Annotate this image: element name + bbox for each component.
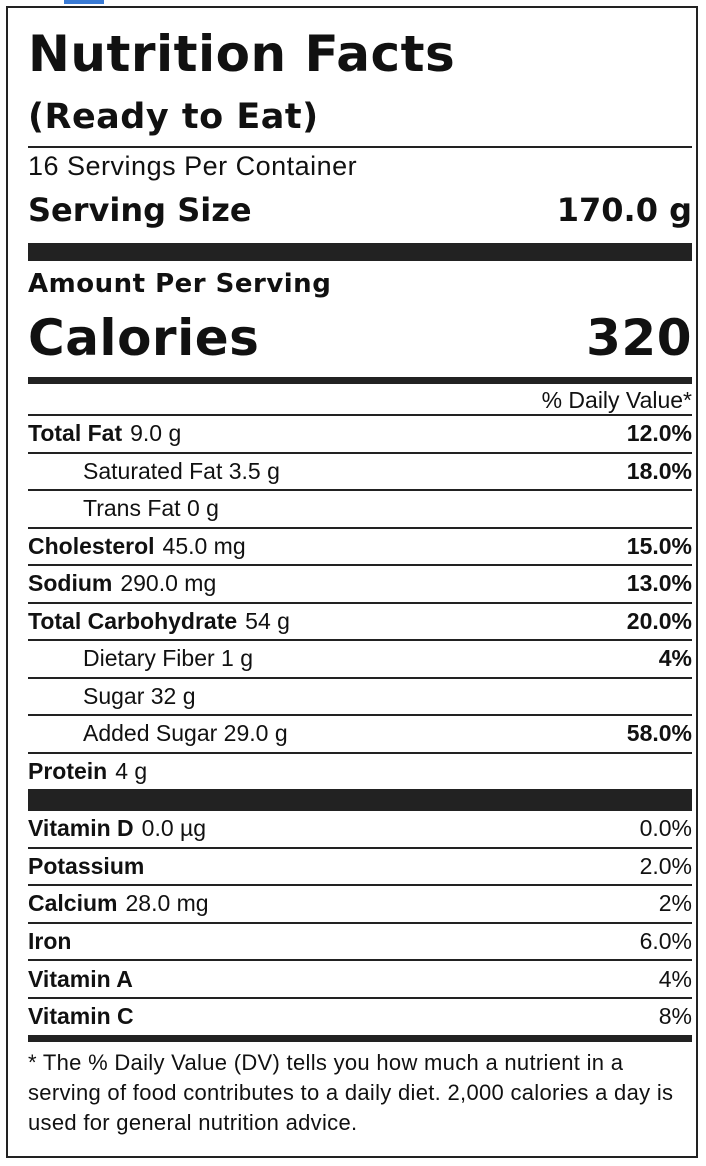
vitamin-dv: 4% — [658, 965, 692, 992]
vitamin-name: Potassium — [28, 852, 145, 879]
vitamin-name: Vitamin C — [28, 1003, 134, 1030]
vitamin-row-potassium: Potassium 2.0% — [28, 846, 692, 885]
serving-size-row: Serving Size 170.0 g — [28, 185, 692, 235]
nutrient-name: Saturated Fat 3.5 g — [83, 457, 280, 484]
calories-value: 320 — [586, 309, 692, 367]
nutrient-row-total-fat: Total Fat 9.0 g 12.0% — [28, 414, 692, 452]
nutrient-name: Cholesterol — [28, 532, 155, 559]
nutrient-dv: 13.0% — [626, 570, 692, 597]
nutrient-amount: 290.0 mg — [120, 570, 217, 597]
calories-row: Calories 320 — [28, 303, 692, 373]
nutrient-row-total-carbohydrate: Total Carbohydrate 54 g 20.0% — [28, 601, 692, 640]
nutrient-name: Dietary Fiber 1 g — [83, 645, 254, 672]
nutrition-label: Nutrition Facts (Ready to Eat) 16 Servin… — [6, 6, 698, 1158]
nutrient-amount: 54 g — [245, 607, 290, 634]
nutrient-name: Total Fat — [28, 420, 123, 447]
divider — [28, 146, 692, 148]
nutrient-dv: 58.0% — [626, 720, 692, 747]
amount-per-serving: Amount Per Serving — [28, 269, 332, 299]
vitamin-dv: 8% — [658, 1003, 692, 1030]
vitamin-name: Iron — [28, 928, 72, 955]
nutrient-row-dietary-fiber: Dietary Fiber 1 g 4% — [28, 639, 692, 677]
vitamin-row-calcium: Calcium 28.0 mg 2% — [28, 884, 692, 922]
daily-value-header: % Daily Value* — [541, 387, 692, 413]
nutrient-dv: 18.0% — [626, 457, 692, 484]
nutrient-row-saturated-fat: Saturated Fat 3.5 g 18.0% — [28, 451, 692, 490]
vitamin-name: Vitamin A — [28, 965, 133, 992]
thick-divider — [28, 789, 692, 811]
vitamin-row-vitamin-c: Vitamin C 8% — [28, 996, 692, 1035]
vitamin-dv: 6.0% — [639, 928, 692, 955]
vitamin-name: Calcium — [28, 890, 118, 917]
vitamin-dv: 0.0% — [639, 815, 692, 842]
serving-size-value: 170.0 g — [556, 191, 692, 229]
serving-size-label: Serving Size — [28, 191, 252, 229]
nutrient-dv: 4% — [658, 645, 692, 672]
nutrient-dv: 15.0% — [626, 532, 692, 559]
nutrient-amount: 45.0 mg — [162, 532, 246, 559]
vitamin-amount: 28.0 mg — [125, 890, 209, 917]
nutrient-amount: 4 g — [115, 757, 148, 784]
vitamin-row-vitamin-d: Vitamin D 0.0 µg 0.0% — [28, 811, 692, 847]
medium-divider — [28, 377, 692, 384]
nutrient-name: Sugar 32 g — [83, 682, 196, 709]
nutrient-name: Sodium — [28, 570, 113, 597]
vitamin-row-iron: Iron 6.0% — [28, 921, 692, 960]
vitamin-row-vitamin-a: Vitamin A 4% — [28, 959, 692, 997]
calories-label: Calories — [28, 309, 260, 367]
nutrition-label-body: Nutrition Facts (Ready to Eat) 16 Servin… — [28, 20, 692, 1138]
nutrient-row-protein: Protein 4 g — [28, 751, 692, 790]
servings-per-container: 16 Servings Per Container — [28, 151, 358, 181]
vitamin-name: Vitamin D — [28, 815, 134, 842]
nutrient-name: Protein — [28, 757, 108, 784]
nutrient-dv: 20.0% — [626, 607, 692, 634]
nutrient-row-sugar: Sugar 32 g — [28, 676, 692, 715]
label-subtitle: (Ready to Eat) — [28, 97, 319, 137]
accent-bar — [64, 0, 104, 4]
nutrient-amount: 9.0 g — [130, 420, 182, 447]
vitamin-amount: 0.0 µg — [141, 815, 207, 842]
nutrient-name: Total Carbohydrate — [28, 607, 238, 634]
vitamin-dv: 2.0% — [639, 852, 692, 879]
thick-divider — [28, 243, 692, 261]
nutrient-row-sodium: Sodium 290.0 mg 13.0% — [28, 564, 692, 602]
nutrient-name: Trans Fat 0 g — [83, 495, 219, 522]
label-title: Nutrition Facts — [28, 25, 456, 83]
nutrient-row-cholesterol: Cholesterol 45.0 mg 15.0% — [28, 526, 692, 565]
vitamin-dv: 2% — [658, 890, 692, 917]
medium-divider — [28, 1034, 692, 1042]
daily-value-footnote: * The % Daily Value (DV) tells you how m… — [28, 1049, 674, 1135]
nutrient-dv: 12.0% — [626, 420, 692, 447]
nutrient-row-added-sugar: Added Sugar 29.0 g 58.0% — [28, 714, 692, 752]
nutrient-row-trans-fat: Trans Fat 0 g — [28, 489, 692, 527]
nutrient-name: Added Sugar 29.0 g — [83, 720, 288, 747]
